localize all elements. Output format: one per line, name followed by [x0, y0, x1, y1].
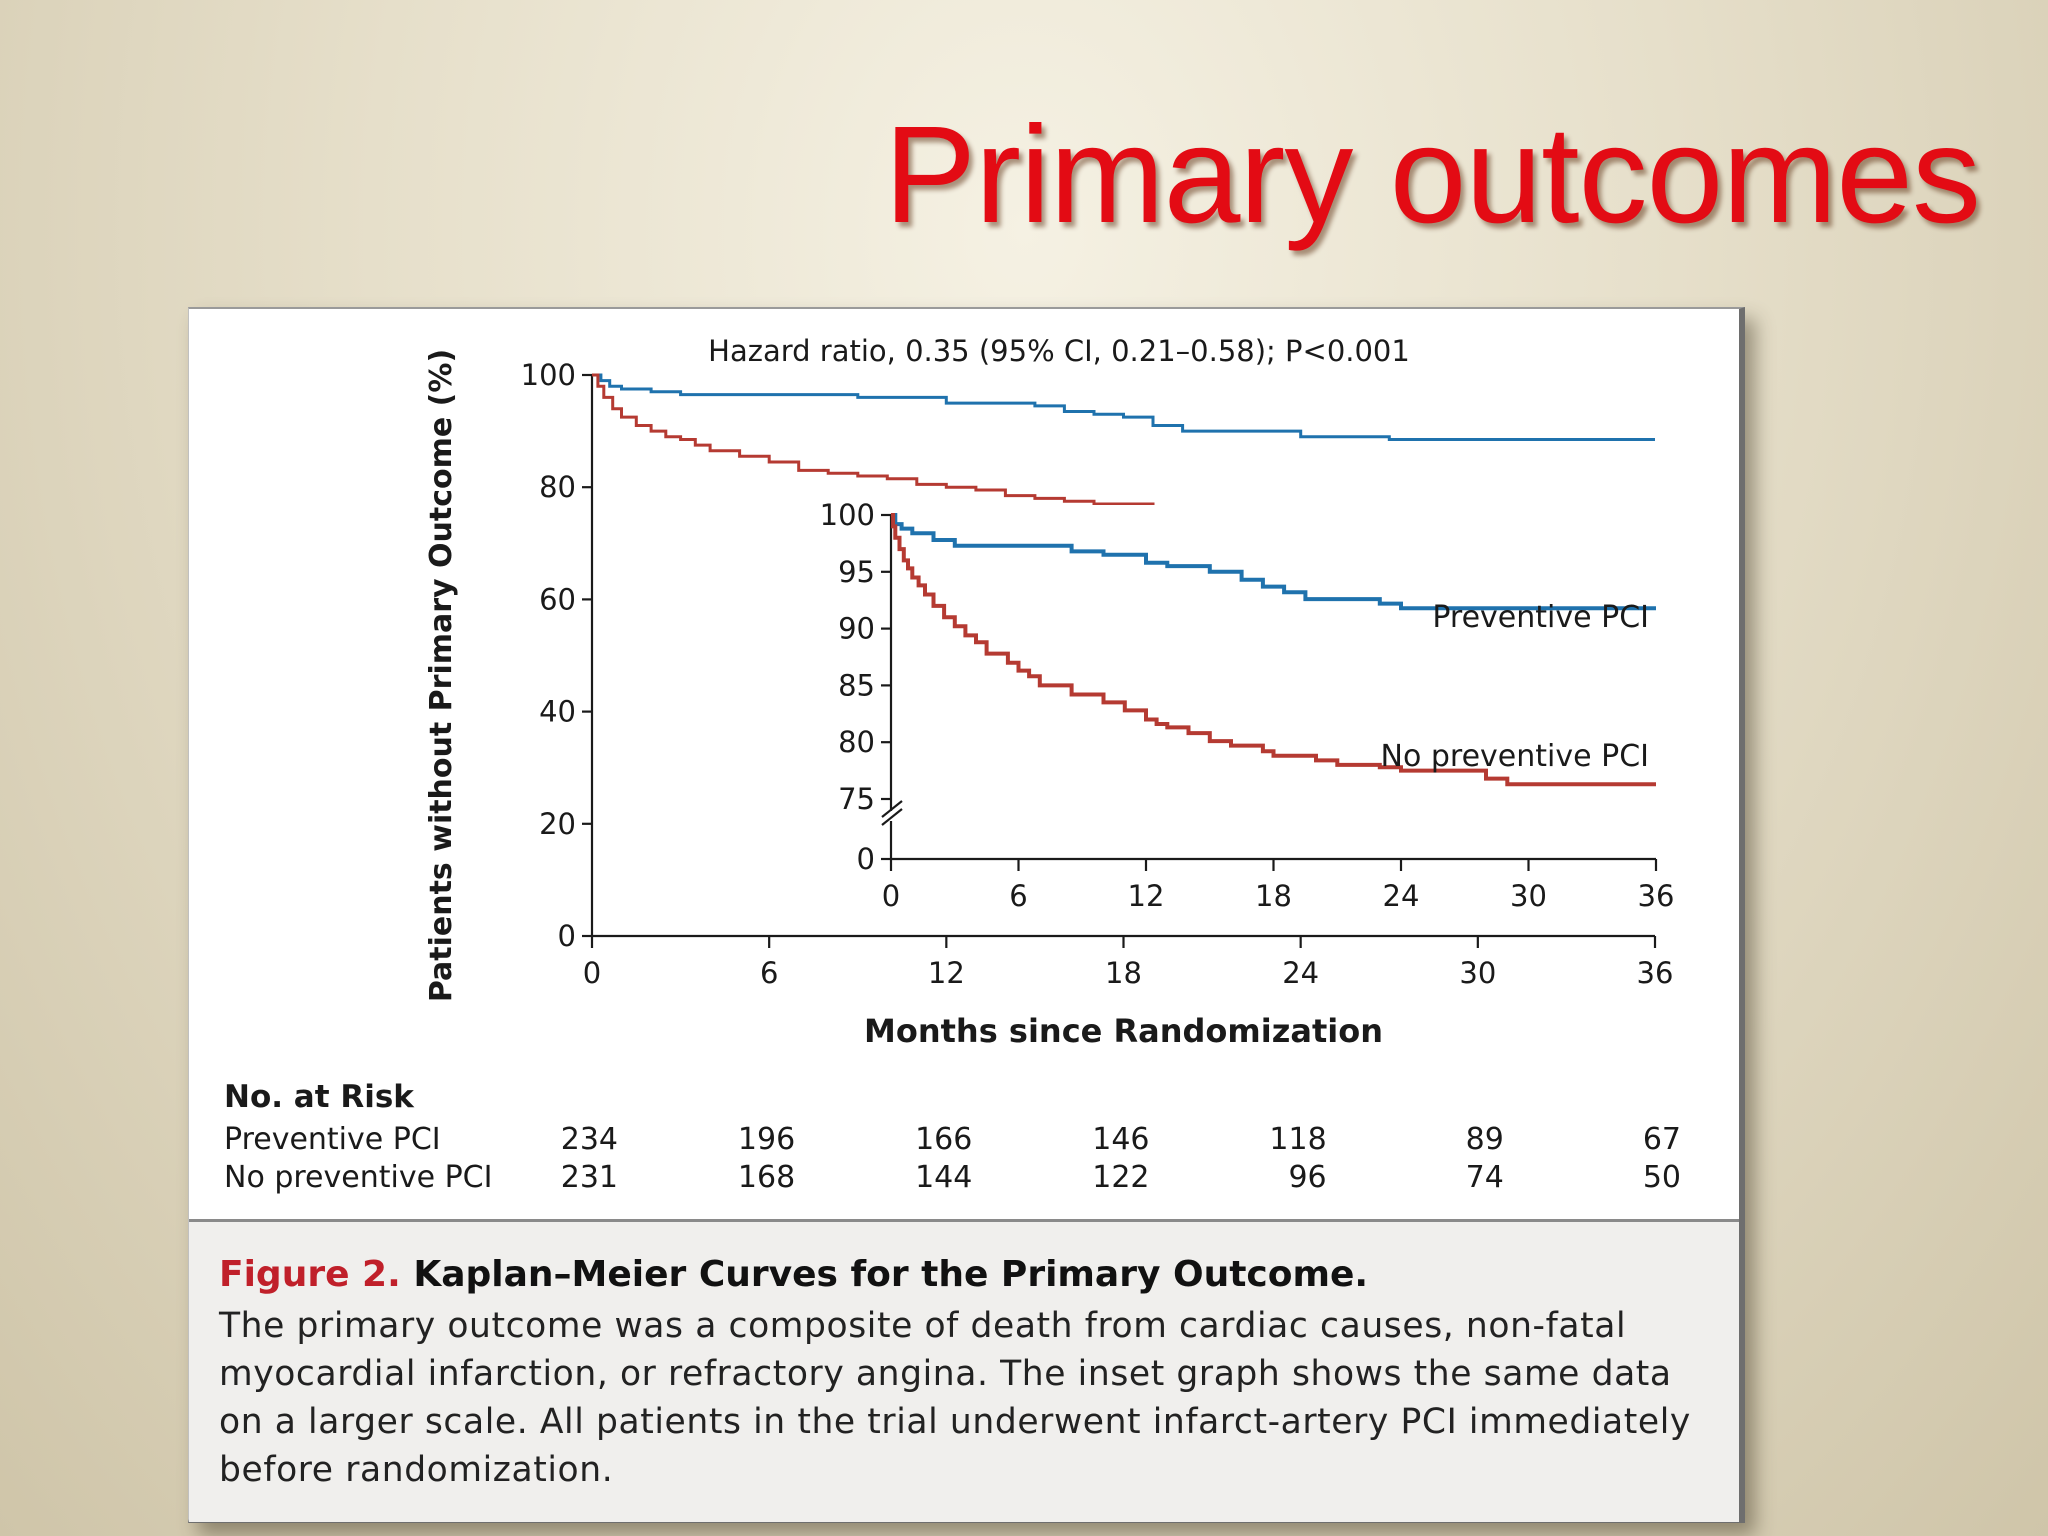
figure-heading: Kaplan–Meier Curves for the Primary Outc…	[413, 1254, 1369, 1295]
inset-y-tick-label: 100	[820, 498, 875, 532]
inset-label-no-preventive-pci: No preventive PCI	[1381, 739, 1649, 774]
main-x-tick-label: 12	[928, 956, 965, 990]
main-y-tick-label: 60	[539, 582, 576, 616]
inset-label-preventive-pci: Preventive PCI	[1432, 600, 1649, 635]
risk-table-value: 168	[738, 1160, 795, 1195]
axis-break-mark	[881, 808, 903, 826]
risk-table-value: 234	[561, 1122, 618, 1157]
risk-table-value: 118	[1269, 1122, 1326, 1157]
inset-curve-no-preventive-pci	[891, 513, 1656, 787]
risk-table-value: 166	[915, 1122, 972, 1157]
inset-x-tick-label: 6	[1009, 879, 1027, 913]
hazard-ratio-annotation: Hazard ratio, 0.35 (95% CI, 0.21–0.58); …	[708, 334, 1410, 368]
risk-table-value: 196	[738, 1122, 795, 1157]
inset-y-tick-label: 0	[857, 842, 875, 876]
main-curve-no-preventive-pci	[592, 373, 1655, 520]
main-y-tick-label: 80	[539, 470, 576, 504]
risk-table-value: 50	[1643, 1160, 1681, 1195]
main-x-tick-label: 0	[583, 956, 601, 990]
risk-table-value: 122	[1092, 1160, 1149, 1195]
main-y-tick-label: 20	[539, 807, 576, 841]
caption-title: Figure 2. Kaplan–Meier Curves for the Pr…	[219, 1254, 1719, 1295]
main-y-tick-label: 0	[558, 919, 576, 953]
slide-title: Primary outcomes	[884, 98, 1981, 252]
main-y-axis-label: Patients without Primary Outcome (%)	[424, 349, 459, 1002]
inset-y-tick-label: 90	[838, 612, 875, 646]
main-x-tick-label: 24	[1282, 956, 1319, 990]
figure-panel: 0 20 40 60 80 100 0 6 12 18 24 30 36 Months since Ran…	[188, 307, 1745, 1523]
risk-table-value: 144	[915, 1160, 972, 1195]
risk-table-row-label: No preventive PCI	[224, 1160, 492, 1195]
inset-x-tick-label: 12	[1128, 879, 1165, 913]
inset-y-tick-label: 85	[838, 668, 875, 702]
main-x-tick-label: 30	[1459, 956, 1496, 990]
main-x-tick-label: 18	[1105, 956, 1142, 990]
risk-table-value: 231	[561, 1160, 618, 1195]
main-x-tick-label: 6	[760, 956, 778, 990]
risk-table-value: 146	[1092, 1122, 1149, 1157]
risk-table-row-label: Preventive PCI	[224, 1122, 441, 1157]
inset-x-tick-label: 0	[882, 879, 900, 913]
risk-table-heading: No. at Risk	[224, 1079, 415, 1115]
inset-x-tick-label: 24	[1383, 879, 1420, 913]
risk-table-value: 67	[1643, 1122, 1681, 1157]
inset-x-tick-label: 36	[1638, 879, 1675, 913]
inset-x-tick-label: 30	[1510, 879, 1547, 913]
main-y-tick-label: 40	[539, 695, 576, 729]
inset-x-tick-label: 18	[1255, 879, 1292, 913]
risk-table-value: 74	[1466, 1160, 1504, 1195]
main-y-tick-label: 100	[521, 358, 576, 392]
inset-y-tick-label: 75	[838, 782, 875, 816]
figure-number: Figure 2.	[219, 1254, 401, 1295]
main-x-tick-label: 36	[1637, 956, 1674, 990]
risk-table-value: 96	[1288, 1160, 1326, 1195]
inset-background	[861, 505, 1686, 919]
inset-y-tick-label: 95	[838, 555, 875, 589]
inset-y-tick-label: 80	[838, 725, 875, 759]
main-x-axis-label: Months since Randomization	[864, 1012, 1383, 1050]
main-curve-preventive-pci	[592, 373, 1655, 441]
axis-break-mark	[881, 800, 903, 818]
risk-table-value: 89	[1466, 1122, 1504, 1157]
caption-body: The primary outcome was a composite of d…	[219, 1306, 1691, 1490]
inset-curve-preventive-pci	[891, 513, 1656, 611]
figure-caption: Figure 2. Kaplan–Meier Curves for the Pr…	[189, 1219, 1739, 1522]
